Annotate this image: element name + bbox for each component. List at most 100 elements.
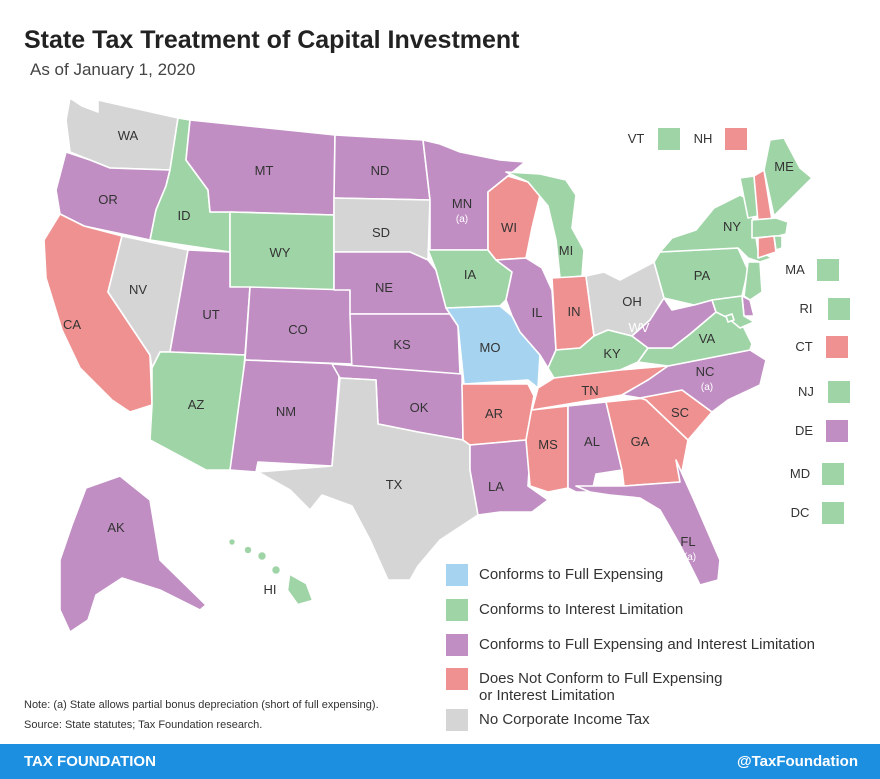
callout-swatch-de bbox=[826, 420, 848, 442]
callout-label-nh: NH bbox=[694, 131, 713, 146]
state-label-ia: IA bbox=[464, 267, 477, 282]
state-md bbox=[711, 295, 755, 329]
state-label-nc: NC bbox=[696, 364, 715, 379]
callout-label-md: MD bbox=[790, 466, 810, 481]
footer-bar: TAX FOUNDATION @TaxFoundation bbox=[0, 744, 880, 779]
state-label-ks: KS bbox=[393, 337, 411, 352]
state-label-va: VA bbox=[699, 331, 716, 346]
state-label-wa: WA bbox=[118, 128, 139, 143]
callout-label-ri: RI bbox=[800, 301, 813, 316]
state-label-mi: MI bbox=[559, 243, 573, 258]
state-nj bbox=[743, 261, 763, 301]
callout-swatch-md bbox=[822, 463, 844, 485]
state-label-nv: NV bbox=[129, 282, 147, 297]
callout-swatch-vt bbox=[658, 128, 680, 150]
callout-label-ct: CT bbox=[795, 339, 812, 354]
callout-swatch-ma bbox=[817, 259, 839, 281]
callout-label-vt: VT bbox=[628, 131, 645, 146]
state-label-nm: NM bbox=[276, 404, 296, 419]
state-ri bbox=[773, 235, 783, 251]
callout-swatch-ct bbox=[826, 336, 848, 358]
footer-brand: TAX FOUNDATION bbox=[24, 753, 156, 770]
legend-swatch bbox=[446, 564, 468, 586]
state-tx bbox=[257, 377, 479, 581]
callout-swatch-nj bbox=[828, 381, 850, 403]
state-label-ak: AK bbox=[107, 520, 125, 535]
state-label-wv: WV bbox=[629, 320, 650, 335]
legend-label: Conforms to Full Expensing and Interest … bbox=[479, 636, 815, 653]
state-label-pa: PA bbox=[694, 268, 711, 283]
state-label-wi: WI bbox=[501, 220, 517, 235]
state-hi bbox=[228, 538, 313, 605]
callout-label-ma: MA bbox=[785, 262, 805, 277]
legend-swatch bbox=[446, 668, 468, 690]
legend-label: Conforms to Interest Limitation bbox=[479, 601, 684, 618]
source-note: Source: State statutes; Tax Foundation r… bbox=[24, 719, 263, 731]
state-label-mt: MT bbox=[255, 163, 274, 178]
callout-label-dc: DC bbox=[791, 505, 810, 520]
state-label-la: LA bbox=[488, 479, 504, 494]
state-fl bbox=[575, 459, 721, 586]
state-label-fl: FL bbox=[680, 534, 695, 549]
state-label-sc: SC bbox=[671, 405, 689, 420]
legend-swatch bbox=[446, 634, 468, 656]
state-note-nc: (a) bbox=[701, 382, 713, 393]
state-label-me: ME bbox=[774, 159, 794, 174]
state-label-al: AL bbox=[584, 434, 600, 449]
legend-label: No Corporate Income Tax bbox=[479, 711, 650, 728]
state-ct bbox=[757, 235, 777, 259]
state-label-mn: MN bbox=[452, 196, 472, 211]
legend-item-neither: Does Not Conform to Full Expensing or In… bbox=[446, 668, 859, 704]
state-label-ms: MS bbox=[538, 437, 558, 452]
legend-swatch bbox=[446, 599, 468, 621]
state-label-or: OR bbox=[98, 192, 118, 207]
state-ak bbox=[59, 475, 207, 633]
state-label-id: ID bbox=[178, 208, 191, 223]
legend-item-interest-limitation: Conforms to Interest Limitation bbox=[446, 599, 859, 621]
state-label-il: IL bbox=[532, 305, 543, 320]
state-mi bbox=[505, 171, 585, 279]
legend-item-both: Conforms to Full Expensing and Interest … bbox=[446, 634, 859, 656]
state-label-in: IN bbox=[568, 304, 581, 319]
legend-swatch bbox=[446, 709, 468, 731]
state-label-az: AZ bbox=[188, 397, 205, 412]
legend-label: Does Not Conform to Full Expensing or In… bbox=[479, 670, 723, 704]
state-label-wy: WY bbox=[270, 245, 291, 260]
state-label-oh: OH bbox=[622, 294, 642, 309]
state-label-ca: CA bbox=[63, 317, 81, 332]
footnote: Note: (a) State allows partial bonus dep… bbox=[24, 699, 379, 711]
legend-item-no-tax: No Corporate Income Tax bbox=[446, 709, 859, 731]
state-label-hi: HI bbox=[264, 582, 277, 597]
map-title: State Tax Treatment of Capital Investmen… bbox=[24, 26, 520, 54]
state-label-nd: ND bbox=[371, 163, 390, 178]
footer-handle: @TaxFoundation bbox=[736, 753, 858, 770]
state-label-mo: MO bbox=[480, 340, 501, 355]
legend-label: Conforms to Full Expensing bbox=[479, 566, 664, 583]
state-me bbox=[763, 137, 813, 217]
state-label-ny: NY bbox=[723, 219, 741, 234]
callout-swatch-nh bbox=[725, 128, 747, 150]
callout-swatch-ri bbox=[828, 298, 850, 320]
state-il bbox=[495, 257, 557, 369]
callout-label-nj: NJ bbox=[798, 384, 814, 399]
state-label-tn: TN bbox=[581, 383, 598, 398]
state-ma bbox=[751, 217, 789, 239]
state-ks bbox=[349, 313, 461, 375]
state-label-ar: AR bbox=[485, 406, 503, 421]
us-state-map: WA OR CA ID NV MT WY UT AZ CO NM ND SD NE KS OK TX MN (a) I… bbox=[43, 97, 850, 633]
state-dc bbox=[725, 313, 735, 323]
map-subtitle: As of January 1, 2020 bbox=[30, 60, 196, 79]
state-label-ok: OK bbox=[410, 400, 429, 415]
state-label-ky: KY bbox=[603, 346, 621, 361]
callout-swatch-dc bbox=[822, 502, 844, 524]
state-wi bbox=[487, 175, 541, 261]
callout-label-de: DE bbox=[795, 423, 813, 438]
state-label-tx: TX bbox=[386, 477, 403, 492]
state-label-co: CO bbox=[288, 322, 308, 337]
state-label-ga: GA bbox=[631, 434, 650, 449]
state-label-sd: SD bbox=[372, 225, 390, 240]
state-label-ut: UT bbox=[202, 307, 219, 322]
state-note-fl: (a) bbox=[684, 552, 696, 563]
state-label-ne: NE bbox=[375, 280, 393, 295]
legend-item-full-expensing: Conforms to Full Expensing bbox=[446, 564, 859, 586]
